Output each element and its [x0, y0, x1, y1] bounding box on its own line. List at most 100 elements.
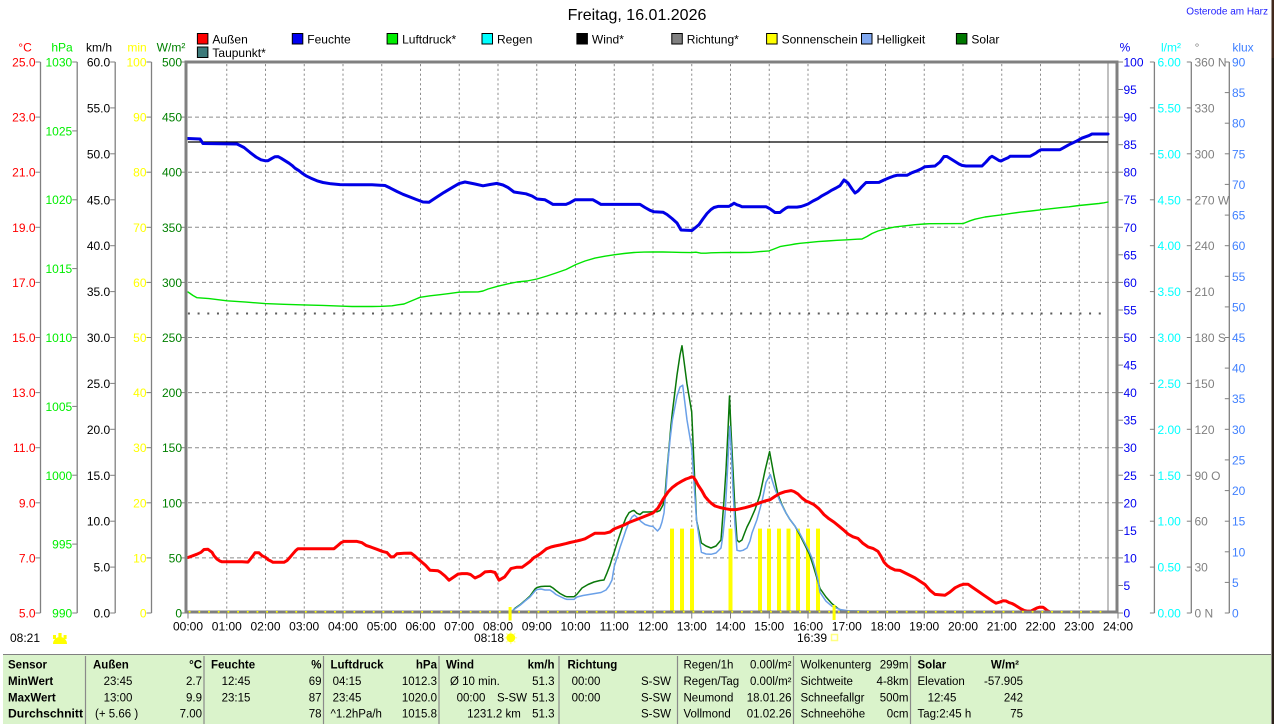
- svg-text:Helligkeit: Helligkeit: [877, 33, 926, 47]
- svg-text:65: 65: [1232, 209, 1246, 223]
- svg-text:60.0: 60.0: [87, 56, 111, 70]
- svg-text:80: 80: [133, 166, 147, 180]
- svg-text:01.02.26: 01.02.26: [747, 709, 792, 721]
- svg-text:Taupunkt*: Taupunkt*: [212, 46, 266, 60]
- svg-text:240: 240: [1195, 239, 1215, 253]
- svg-text:2.7: 2.7: [186, 676, 202, 688]
- svg-text:Wolkenunterg: Wolkenunterg: [801, 660, 872, 672]
- svg-text:12:45: 12:45: [222, 676, 251, 688]
- svg-text:MaxWert: MaxWert: [8, 692, 56, 704]
- svg-text:W/m²: W/m²: [157, 41, 186, 55]
- svg-text:°: °: [1195, 41, 1200, 55]
- svg-text:7.00: 7.00: [180, 709, 202, 721]
- svg-text:01:00: 01:00: [212, 620, 242, 634]
- svg-text:85: 85: [1124, 138, 1138, 152]
- svg-text:klux: klux: [1232, 41, 1253, 55]
- svg-text:87: 87: [309, 692, 322, 704]
- svg-text:25.0: 25.0: [12, 56, 36, 70]
- svg-text:Durchschnitt: Durchschnitt: [8, 709, 83, 721]
- svg-text:km/h: km/h: [528, 660, 555, 672]
- svg-text:0.00l/m²: 0.00l/m²: [750, 660, 792, 672]
- svg-text:350: 350: [162, 221, 182, 235]
- svg-text:30: 30: [1124, 441, 1138, 455]
- svg-text:1015: 1015: [45, 262, 72, 276]
- svg-text:10: 10: [1124, 551, 1138, 565]
- svg-text:5: 5: [1124, 579, 1131, 593]
- svg-text:65: 65: [1124, 248, 1138, 262]
- svg-text:Regen/1h: Regen/1h: [684, 660, 734, 672]
- svg-text:04:00: 04:00: [328, 620, 358, 634]
- svg-text:W/m²: W/m²: [991, 660, 1019, 672]
- svg-text:55: 55: [1232, 270, 1246, 284]
- svg-text:Sensor: Sensor: [8, 660, 48, 672]
- svg-text:25: 25: [1124, 469, 1138, 483]
- svg-text:^1.2hPa/h: ^1.2hPa/h: [331, 709, 382, 721]
- svg-text:14:00: 14:00: [715, 620, 745, 634]
- svg-text:51.3: 51.3: [532, 676, 554, 688]
- svg-text:5.0: 5.0: [19, 607, 36, 621]
- svg-text:S-SW: S-SW: [641, 692, 671, 704]
- svg-text:Wind*: Wind*: [592, 33, 624, 47]
- svg-text:995: 995: [52, 538, 72, 552]
- svg-text:1012.3: 1012.3: [402, 676, 437, 688]
- svg-text:13:00: 13:00: [104, 692, 133, 704]
- svg-text:100: 100: [162, 496, 182, 510]
- svg-text:Feuchte: Feuchte: [307, 33, 351, 47]
- svg-text:Außen: Außen: [212, 33, 247, 47]
- svg-text:50.0: 50.0: [87, 147, 111, 161]
- svg-text:55.0: 55.0: [87, 101, 111, 115]
- svg-text:40: 40: [1232, 362, 1246, 376]
- svg-text:15: 15: [1124, 524, 1138, 538]
- svg-text:500: 500: [162, 56, 182, 70]
- svg-text:0cm: 0cm: [887, 709, 909, 721]
- svg-text:20:00: 20:00: [948, 620, 978, 634]
- svg-text:10:00: 10:00: [560, 620, 590, 634]
- svg-text:400: 400: [162, 166, 182, 180]
- svg-text:°C: °C: [189, 660, 202, 672]
- svg-text:13:00: 13:00: [677, 620, 707, 634]
- svg-text:40: 40: [1124, 386, 1138, 400]
- svg-text:0.0: 0.0: [94, 607, 111, 621]
- svg-text:21:00: 21:00: [987, 620, 1017, 634]
- svg-text:30: 30: [1232, 423, 1246, 437]
- svg-text:07:00: 07:00: [444, 620, 474, 634]
- svg-text:S-SW: S-SW: [497, 692, 527, 704]
- svg-text:1020.0: 1020.0: [402, 692, 437, 704]
- svg-text:08:18: 08:18: [474, 631, 504, 645]
- svg-text:80: 80: [1232, 117, 1246, 131]
- svg-text:1.50: 1.50: [1158, 469, 1182, 483]
- svg-text:12:00: 12:00: [638, 620, 668, 634]
- svg-text:00:00: 00:00: [457, 692, 486, 704]
- svg-text:35: 35: [1124, 414, 1138, 428]
- svg-text:22:00: 22:00: [1025, 620, 1055, 634]
- svg-text:18:00: 18:00: [870, 620, 900, 634]
- svg-text:6.00: 6.00: [1158, 56, 1182, 70]
- svg-text:Elevation: Elevation: [918, 676, 965, 688]
- svg-text:15.0: 15.0: [12, 331, 36, 345]
- svg-text:S-SW: S-SW: [641, 676, 671, 688]
- svg-text:1025: 1025: [45, 124, 72, 138]
- svg-text:17.0: 17.0: [12, 276, 36, 290]
- svg-text:50: 50: [169, 551, 183, 565]
- svg-text:17:00: 17:00: [832, 620, 862, 634]
- svg-text:23:45: 23:45: [333, 692, 362, 704]
- svg-text:2.50: 2.50: [1158, 377, 1182, 391]
- svg-text:-57.905: -57.905: [984, 676, 1023, 688]
- svg-text:60: 60: [1195, 515, 1209, 529]
- svg-text:300: 300: [162, 276, 182, 290]
- svg-text:Regen/Tag: Regen/Tag: [684, 676, 740, 688]
- svg-text:S-SW: S-SW: [641, 709, 671, 721]
- svg-text:300: 300: [1195, 147, 1215, 161]
- svg-text:(+ 5.66 ): (+ 5.66 ): [95, 709, 138, 721]
- svg-text:100: 100: [1124, 56, 1144, 70]
- svg-text:19.0: 19.0: [12, 221, 36, 235]
- svg-text:Ø 10 min.: Ø 10 min.: [450, 676, 500, 688]
- svg-text:%: %: [1120, 41, 1131, 55]
- svg-text:Außen: Außen: [93, 660, 129, 672]
- svg-text:3.00: 3.00: [1158, 331, 1182, 345]
- svg-text:21.0: 21.0: [12, 166, 36, 180]
- svg-text:1030: 1030: [45, 56, 72, 70]
- svg-text:20.0: 20.0: [87, 423, 111, 437]
- svg-text:60: 60: [1232, 239, 1246, 253]
- svg-text:24:00: 24:00: [1103, 620, 1133, 634]
